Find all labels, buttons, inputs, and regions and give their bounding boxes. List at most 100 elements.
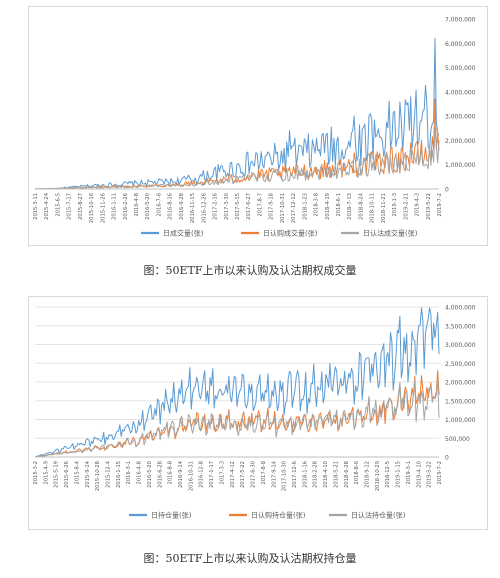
x-tick-label: 2017-5-22	[240, 461, 246, 488]
x-tick-label: 2019-1-15	[396, 461, 402, 488]
x-tick-label: 2016-5-20	[147, 461, 153, 488]
x-tick-label: 2016-10-31	[188, 461, 194, 491]
x-tick-label: 2018-2-28	[313, 461, 319, 488]
x-tick-label: 2018-3-8	[314, 193, 320, 217]
x-tick-label: 2017-3-3	[219, 461, 225, 485]
x-tick-label: 2018-1-23	[302, 193, 308, 220]
x-tick-label: 2019-5-22	[426, 193, 432, 220]
volume-chart: 0 1,000,000 2,000,000 3,000,000 4,000,000 5,0…	[33, 17, 476, 238]
legend-label: 日认沽持仓量(张)	[351, 511, 406, 520]
x-tick-label: 2018-9-12	[364, 461, 370, 488]
legend-label: 日认购持仓量(张)	[251, 511, 306, 520]
x-tick-label: 2015-11-26	[100, 193, 106, 223]
x-tick-label: 2015-7-17	[67, 193, 73, 220]
x-tick-label: 2018-8-6	[354, 461, 360, 485]
legend-label: 日认沽成交量(张)	[363, 229, 418, 238]
open-interest-chart: 0 500,000 1,000,000 1,500,000 2,000,000 2,500…	[33, 305, 476, 520]
x-tick-label: 2019-4-10	[416, 461, 422, 488]
volume-chart-panel: 0 1,000,000 2,000,000 3,000,000 4,000,000 5,0…	[28, 6, 488, 246]
x-tick-label: 2016-4-8	[134, 193, 140, 217]
legend-label: 日成交量(张)	[163, 229, 204, 238]
y-tick-label: 0	[445, 187, 449, 194]
x-tick-label: 2019-7-2	[437, 193, 443, 217]
series-line-3	[34, 378, 440, 458]
y-tick-label: 2,500,000	[445, 361, 476, 368]
x-tick-label: 2018-12-5	[385, 461, 391, 488]
x-tick-label: 2019-1-3	[392, 193, 398, 217]
x-tick-label: 2019-7-2	[437, 461, 443, 485]
x-tick-label: 2017-12-12	[291, 193, 297, 223]
x-tick-label: 2016-3-1	[126, 461, 132, 485]
x-tick-label: 2016-1-15	[116, 461, 122, 488]
x-tick-label: 2018-5-21	[333, 461, 339, 488]
x-tick-label: 2016-8-8	[168, 461, 174, 485]
x-tick-label: 2015-3-11	[33, 193, 39, 220]
x-tick-label: 2018-6-28	[344, 461, 350, 488]
x-tick-label: 2016-1-11	[112, 193, 118, 220]
x-tick-label: 2016-8-16	[168, 193, 174, 220]
legend-label: 日持仓量(张)	[151, 511, 192, 520]
x-tick-label: 2017-1-17	[209, 461, 215, 488]
volume-chart-caption: 图：50ETF上市以来认购及认沽期权成交量	[143, 264, 357, 277]
x-tick-label: 2017-10-30	[282, 461, 288, 491]
y-tick-label: 3,500,000	[445, 323, 476, 330]
x-tick-label: 2018-10-11	[370, 193, 376, 223]
x-tick-label: 2015-10-16	[89, 193, 95, 223]
open-interest-chart-panel: 0 500,000 1,000,000 1,500,000 2,000,000 2,500…	[28, 296, 488, 530]
x-tick-label: 2016-2-26	[123, 193, 129, 220]
x-tick-label: 2015-8-4	[74, 460, 80, 484]
y-tick-label: 2,000,000	[445, 380, 476, 387]
x-tick-label: 2018-1-16	[302, 461, 308, 488]
x-tick-label: 2019-3-1	[406, 461, 412, 485]
x-tick-label: 2019-2-21	[403, 193, 409, 220]
y-tick-label: 1,000,000	[445, 417, 476, 424]
x-tick-label: 2016-4-8	[137, 461, 143, 485]
y-tick-label: 4,000,000	[445, 89, 476, 96]
x-tick-label: 2016-12-26	[201, 193, 207, 223]
y-tick-label: 3,000,000	[445, 114, 476, 121]
x-tick-label: 2018-6-1	[336, 193, 342, 217]
y-tick-label: 4,000,000	[445, 305, 476, 312]
y-tick-label: 500,000	[445, 436, 470, 443]
x-tick-label: 2018-4-10	[323, 461, 329, 488]
x-tick-label: 2015-10-28	[95, 461, 101, 491]
x-tick-label: 2015-4-24	[44, 192, 50, 220]
x-tick-label: 2018-7-13	[347, 193, 353, 220]
x-tick-label: 2019-4-3	[415, 193, 421, 217]
y-tick-label: 2,000,000	[445, 138, 476, 145]
legend-label: 日认购成交量(张)	[263, 229, 318, 238]
x-tick-label: 2018-8-24	[358, 192, 364, 220]
x-tick-label: 2017-5-15	[235, 193, 241, 220]
x-tick-label: 2016-11-15	[190, 193, 196, 223]
x-tick-label: 2018-11-21	[381, 193, 387, 223]
x-tick-label: 2015-6-26	[64, 461, 70, 488]
x-tick-label: 2017-9-18	[269, 193, 275, 220]
x-tick-label: 2016-9-28	[179, 193, 185, 220]
x-tick-label: 2017-8-8	[261, 461, 267, 485]
x-tick-label: 2015-9-14	[85, 460, 91, 488]
y-tick-label: 1,500,000	[445, 398, 476, 405]
x-tick-label: 2015-8-27	[78, 193, 84, 220]
x-tick-label: 2017-6-30	[251, 461, 257, 488]
x-tick-label: 2018-10-29	[375, 461, 381, 491]
y-tick-label: 7,000,000	[445, 17, 476, 24]
x-tick-label: 2015-4-9	[43, 461, 49, 485]
x-tick-label: 2019-5-22	[427, 461, 433, 488]
x-tick-label: 2016-5-20	[145, 193, 151, 220]
series-line-1	[34, 307, 440, 458]
x-tick-label: 2016-9-14	[178, 460, 184, 488]
series-line-1	[35, 37, 440, 190]
x-tick-label: 2017-6-27	[246, 193, 252, 220]
y-tick-label: 6,000,000	[445, 41, 476, 48]
x-tick-label: 2016-6-28	[157, 461, 163, 488]
x-tick-label: 2015-12-4	[106, 460, 112, 488]
y-tick-label: 3,000,000	[445, 342, 476, 349]
x-tick-label: 2018-4-19	[325, 193, 331, 220]
x-tick-label: 2016-12-8	[199, 461, 205, 488]
x-tick-label: 2016-7-6	[156, 193, 162, 217]
x-tick-label: 2017-9-14	[271, 460, 277, 488]
open-interest-chart-caption: 图：50ETF上市以来认购及认沽期权持仓量	[143, 552, 357, 565]
y-tick-label: 1,000,000	[445, 162, 476, 169]
x-tick-label: 2017-8-7	[257, 193, 263, 217]
x-tick-label: 2015-3-2	[33, 461, 39, 485]
